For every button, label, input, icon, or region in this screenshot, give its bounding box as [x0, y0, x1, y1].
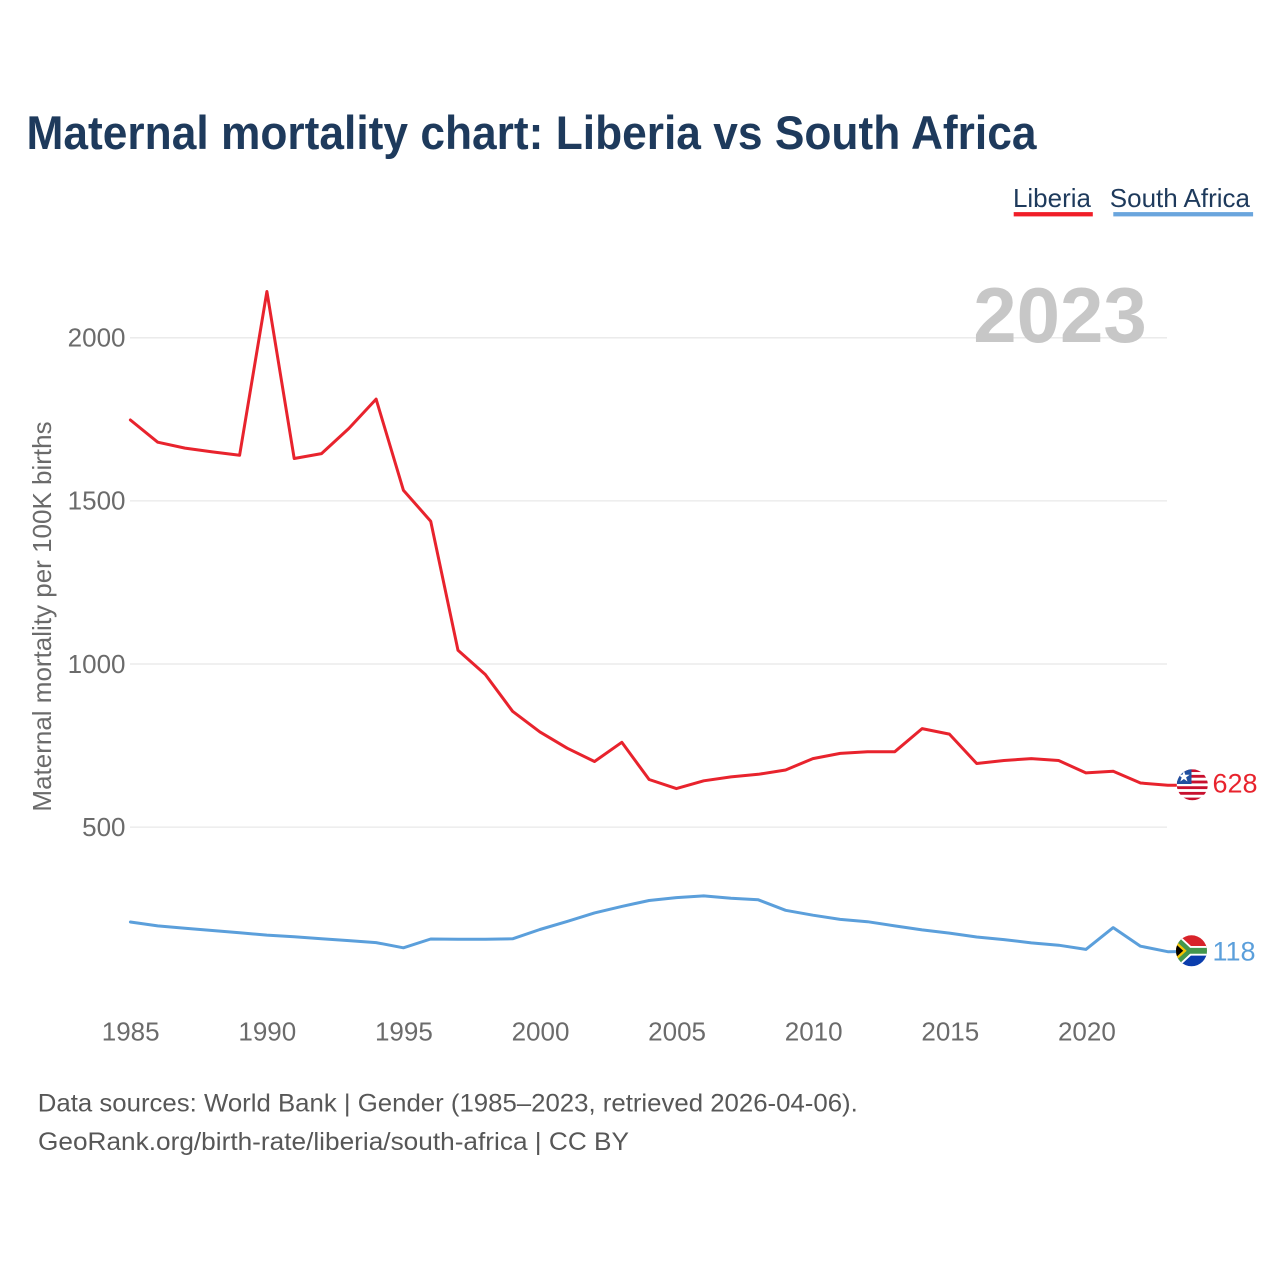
svg-text:500: 500 — [82, 812, 125, 842]
svg-text:2015: 2015 — [921, 1016, 979, 1046]
svg-text:2005: 2005 — [648, 1016, 706, 1046]
svg-text:2023: 2023 — [973, 271, 1147, 359]
svg-text:1995: 1995 — [375, 1016, 433, 1046]
svg-text:Maternal mortality chart: Libe: Maternal mortality chart: Liberia vs Sou… — [27, 106, 1038, 159]
svg-text:GeoRank.org/birth-rate/liberia: GeoRank.org/birth-rate/liberia/south-afr… — [38, 1128, 629, 1156]
svg-text:1990: 1990 — [238, 1016, 296, 1046]
svg-text:1500: 1500 — [68, 486, 126, 516]
svg-text:South Africa: South Africa — [1110, 183, 1251, 213]
svg-text:2000: 2000 — [512, 1016, 570, 1046]
svg-text:2010: 2010 — [785, 1016, 843, 1046]
svg-text:1000: 1000 — [68, 649, 126, 679]
svg-text:Data sources: World Bank | Gen: Data sources: World Bank | Gender (1985–… — [38, 1090, 858, 1118]
svg-text:2000: 2000 — [68, 323, 126, 353]
svg-text:118: 118 — [1213, 936, 1256, 966]
svg-text:1985: 1985 — [102, 1016, 160, 1046]
svg-text:Maternal mortality per 100K bi: Maternal mortality per 100K births — [27, 421, 57, 811]
svg-text:628: 628 — [1213, 769, 1258, 799]
svg-text:Liberia: Liberia — [1013, 183, 1092, 213]
svg-text:2020: 2020 — [1058, 1016, 1116, 1046]
